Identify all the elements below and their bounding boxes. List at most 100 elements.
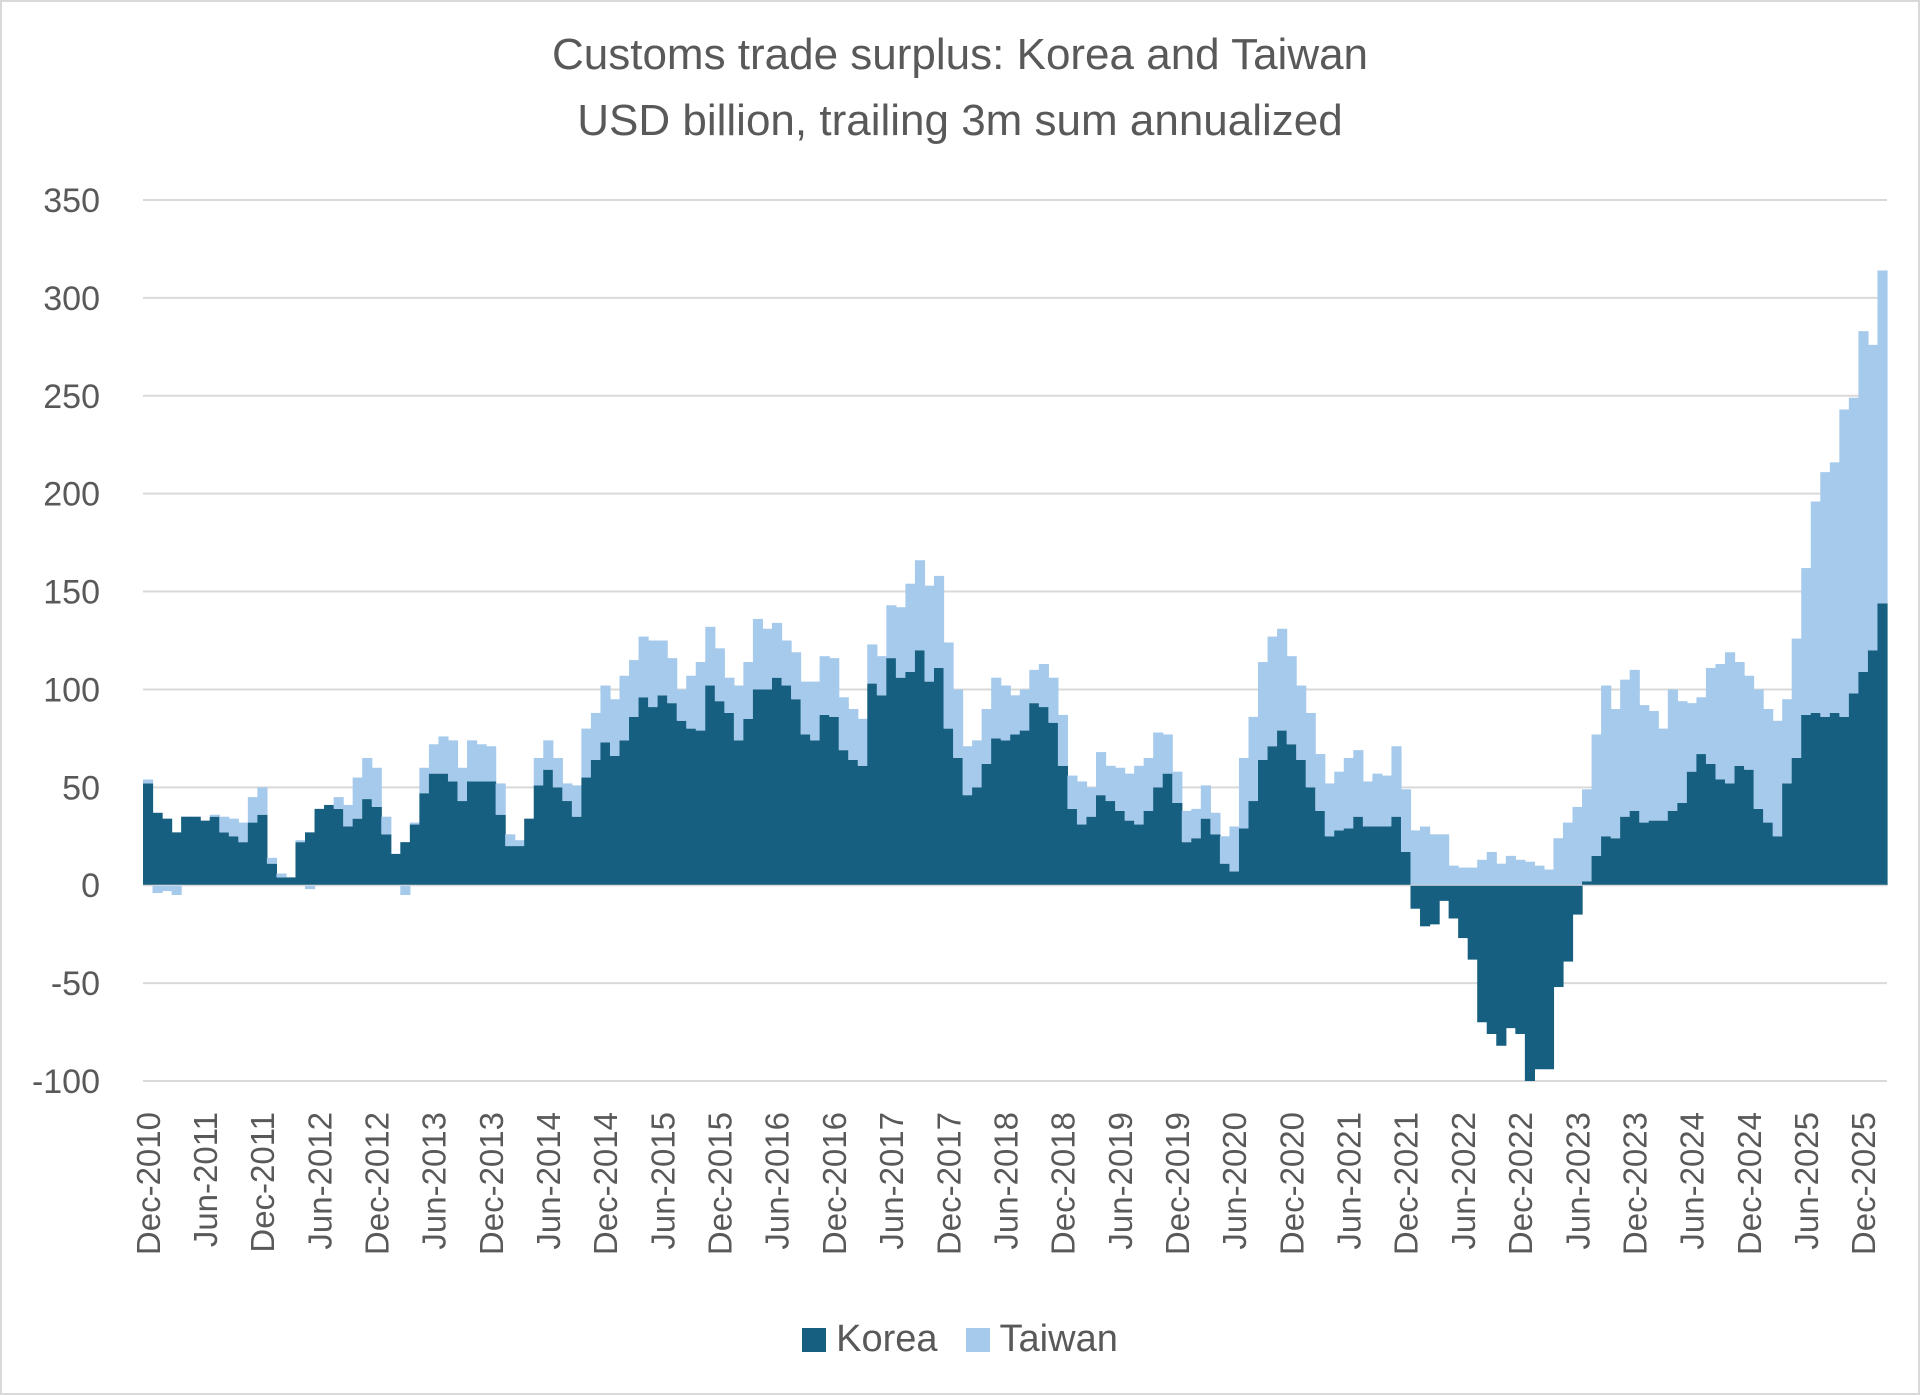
x-tick-label: Jun-2024: [1674, 1112, 1711, 1250]
bar-taiwan: [1724, 652, 1736, 784]
bar-korea: [381, 834, 392, 886]
bar-korea: [1734, 765, 1745, 886]
bar-korea: [876, 695, 887, 886]
bar-taiwan: [1315, 754, 1326, 811]
x-tick-label: Jun-2018: [987, 1112, 1024, 1250]
bar-taiwan: [552, 757, 563, 788]
bar-taiwan: [562, 783, 573, 802]
bar-korea: [1763, 822, 1774, 886]
bar-taiwan: [1219, 836, 1231, 864]
bar-korea: [324, 804, 335, 886]
bar-taiwan: [1486, 851, 1497, 886]
bar-taiwan: [409, 822, 420, 825]
bar-korea: [1620, 816, 1631, 886]
bar-taiwan: [1267, 636, 1278, 747]
bar-korea: [1229, 871, 1240, 886]
bar-korea: [314, 808, 325, 886]
bar-taiwan: [714, 648, 725, 702]
bar-taiwan: [247, 797, 258, 823]
legend-item-korea: Korea: [802, 1318, 938, 1361]
bar-taiwan: [533, 757, 544, 786]
bar-korea: [590, 759, 602, 886]
bar-taiwan: [1877, 270, 1888, 604]
x-tick-label: Dec-2022: [1502, 1112, 1539, 1255]
x-tick-label: Dec-2012: [358, 1112, 395, 1255]
bar-taiwan: [819, 656, 830, 715]
bar-korea: [1696, 754, 1707, 886]
bar-taiwan: [657, 640, 668, 696]
bar-korea: [1038, 707, 1049, 886]
bar-korea: [1019, 730, 1030, 886]
bar-taiwan: [1248, 716, 1259, 802]
legend-swatch-korea: [802, 1327, 827, 1352]
bar-taiwan: [895, 607, 906, 678]
bar-korea: [1705, 763, 1717, 886]
bar-korea: [924, 681, 935, 886]
bar-korea: [1858, 671, 1869, 886]
bar-korea: [1105, 801, 1116, 886]
bar-korea: [1715, 779, 1726, 886]
bar-taiwan: [1839, 409, 1850, 717]
x-tick-label: Jun-2015: [644, 1112, 681, 1250]
bar-korea: [1057, 765, 1069, 886]
y-tick-label: 0: [81, 867, 100, 905]
bar-taiwan: [1820, 472, 1831, 717]
bar-korea: [1343, 828, 1354, 886]
bar-korea: [1582, 881, 1593, 886]
bar-korea: [609, 756, 621, 886]
bar-taiwan: [1658, 728, 1669, 821]
bar-taiwan: [800, 681, 811, 735]
bar-taiwan: [1591, 734, 1602, 856]
bar-korea: [1143, 810, 1154, 886]
bar-korea: [1286, 744, 1297, 886]
bar-taiwan: [438, 736, 449, 774]
bar-taiwan: [238, 822, 249, 843]
bar-taiwan: [1105, 765, 1116, 802]
bar-taiwan: [1696, 697, 1707, 755]
bar-taiwan: [1420, 826, 1431, 886]
bar-korea: [752, 689, 764, 886]
bar-korea: [219, 832, 230, 886]
bar-korea: [1372, 826, 1383, 886]
bar-taiwan: [1381, 775, 1393, 827]
bar-korea: [247, 822, 258, 886]
bar-taiwan: [1534, 865, 1545, 886]
bar-korea: [1848, 693, 1860, 886]
bar-korea: [1667, 810, 1678, 886]
bar-taiwan: [848, 709, 859, 760]
bar-korea: [1791, 757, 1802, 886]
bar-korea: [1238, 828, 1250, 886]
bar-korea: [1439, 885, 1450, 901]
x-tick-label: Jun-2022: [1445, 1112, 1482, 1250]
bar-taiwan: [1629, 669, 1640, 811]
bar-taiwan: [1153, 732, 1164, 788]
bar-taiwan: [1601, 685, 1612, 837]
bar-taiwan: [371, 767, 382, 807]
bar-taiwan: [1076, 781, 1088, 825]
bar-korea: [819, 714, 830, 886]
bar-taiwan: [1791, 638, 1802, 758]
bar-taiwan: [1620, 679, 1631, 817]
bar-taiwan: [1686, 703, 1697, 772]
x-tick-label: Dec-2017: [930, 1112, 967, 1255]
bar-taiwan: [1763, 709, 1774, 823]
bar-korea: [1420, 885, 1431, 927]
bar-taiwan: [1496, 863, 1507, 886]
bar-korea: [1181, 842, 1192, 886]
bar-korea: [305, 832, 316, 886]
x-tick-label: Dec-2023: [1616, 1112, 1653, 1255]
bar-korea: [1000, 740, 1011, 886]
bar-korea: [695, 730, 706, 886]
x-tick-label: Jun-2012: [301, 1112, 338, 1250]
bar-taiwan: [467, 740, 478, 782]
bar-korea: [1410, 885, 1421, 909]
bar-taiwan: [600, 685, 611, 743]
bar-korea: [362, 799, 373, 886]
bar-korea: [705, 685, 716, 886]
bar-korea: [562, 801, 573, 886]
bar-taiwan: [1191, 808, 1202, 839]
bar-korea: [1515, 885, 1526, 1035]
bar-taiwan: [1029, 669, 1040, 704]
bar-taiwan: [972, 740, 983, 788]
